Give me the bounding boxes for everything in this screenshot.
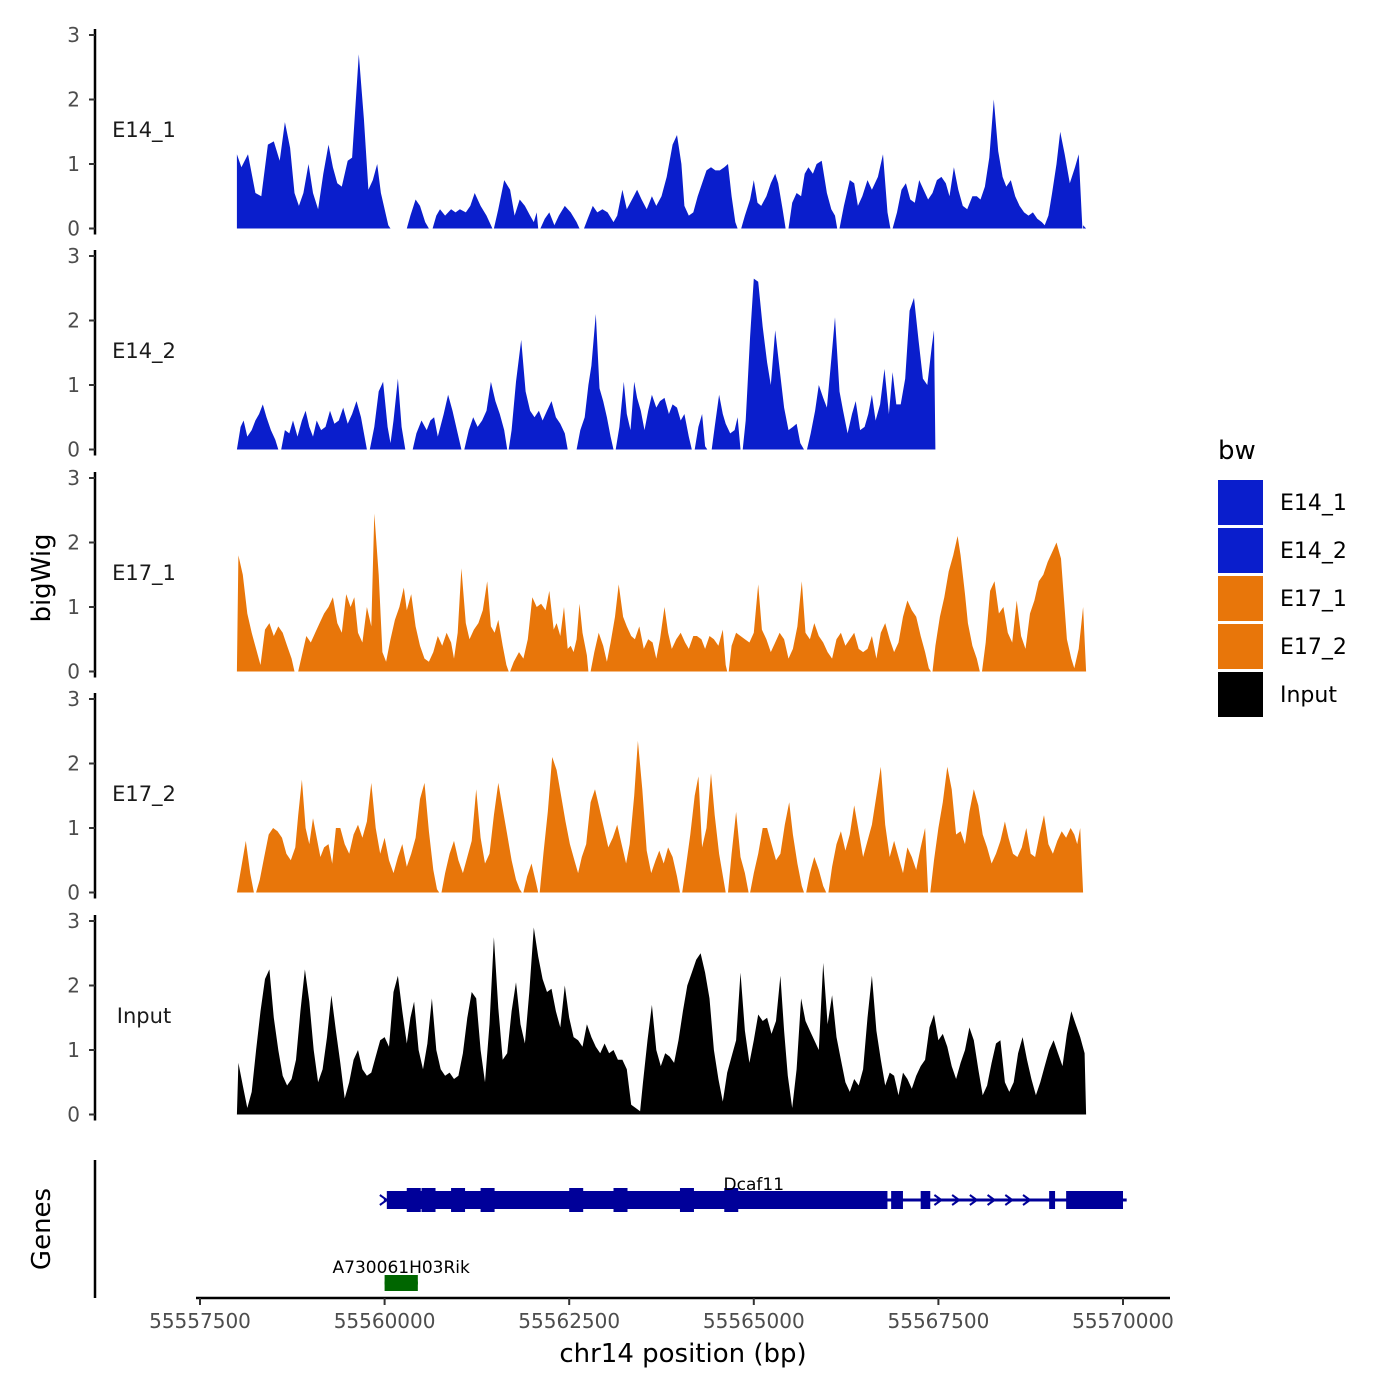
legend-item-E14_2: E14_2: [1218, 528, 1347, 573]
legend-swatch: [1218, 480, 1263, 525]
track-E14_1: 0 1 2 3 E14_1: [67, 23, 1087, 241]
y-tick-label: 1: [67, 1038, 80, 1062]
y-tick-label: 0: [67, 1103, 80, 1127]
y-tick-label: 3: [67, 909, 80, 933]
gene-exon: [920, 1191, 931, 1209]
gene-exon: [724, 1188, 739, 1212]
y-tick-label: 1: [67, 816, 80, 840]
y-tick-label: 0: [67, 660, 80, 684]
y-tick-label: 3: [67, 466, 80, 490]
track-label: E14_2: [112, 339, 176, 364]
gene-exon: [679, 1188, 694, 1212]
gene-A730061H03Rik: A730061H03Rik: [333, 1258, 470, 1291]
strand-arrow: [969, 1194, 979, 1206]
strand-arrow: [1004, 1194, 1015, 1206]
coverage-area-E17_1: [236, 513, 1087, 672]
track-E14_2: 0 1 2 3 E14_2: [67, 244, 936, 462]
gene-exon: [1049, 1191, 1056, 1209]
strand-arrow: [986, 1194, 997, 1206]
x-tick-label: 55557500: [149, 1309, 251, 1333]
legend: bw E14_1 E14_2 E17_1 E17_2 Input: [1218, 436, 1347, 717]
track-label: E14_1: [112, 118, 176, 143]
coverage-area-E14_2: [236, 278, 936, 450]
coverage-area-Input: [236, 927, 1087, 1115]
y-tick-label: 2: [67, 88, 80, 112]
coverage-area-E14_1: [236, 54, 1087, 229]
gene-label: Dcaf11: [724, 1175, 784, 1195]
gene-exon: [451, 1188, 466, 1212]
strand-arrow: [933, 1194, 944, 1206]
gene-exon: [384, 1275, 418, 1291]
coverage-area-E17_2: [236, 740, 1084, 893]
gene-exon: [891, 1191, 903, 1209]
legend-item-E17_2: E17_2: [1218, 624, 1347, 669]
y-tick-label: 0: [67, 881, 80, 905]
legend-item-E14_1: E14_1: [1218, 480, 1347, 525]
y-tick-label: 1: [67, 152, 80, 176]
legend-swatch: [1218, 576, 1263, 621]
legend-item-Input: Input: [1218, 672, 1337, 717]
y-tick-label: 3: [67, 687, 80, 711]
genes-panel: Genes Dcaf11 A730061H03Rik: [27, 1160, 1127, 1298]
gene-label: A730061H03Rik: [333, 1258, 470, 1278]
y-tick-label: 2: [67, 752, 80, 776]
x-tick-label: 55567500: [888, 1309, 990, 1333]
x-tick-label: 55570000: [1072, 1309, 1174, 1333]
legend-label: E17_1: [1280, 587, 1347, 612]
x-axis: 55557500 55560000 55562500 55565000 55567500…: [149, 1296, 1174, 1369]
track-label: E17_2: [112, 782, 176, 807]
legend-swatch: [1218, 624, 1263, 669]
gene-models: Dcaf11 A730061H03Rik: [333, 1175, 1127, 1291]
x-tick-label: 55560000: [334, 1309, 436, 1333]
strand-arrow: [1022, 1194, 1032, 1206]
y-tick-label: 2: [67, 309, 80, 333]
gene-exon: [613, 1188, 628, 1212]
y-tick-label: 3: [67, 244, 80, 268]
gene-exon: [569, 1188, 584, 1212]
y-tick-label: 3: [67, 23, 80, 47]
track-Input: 0 1 2 3 Input: [67, 909, 1087, 1127]
gene-exon: [386, 1191, 888, 1209]
y-tick-label: 0: [67, 217, 80, 241]
y-tick-label: 2: [67, 974, 80, 998]
x-ticks: 55557500 55560000 55562500 55565000 55567500…: [149, 1298, 1174, 1333]
gene-exon: [421, 1188, 436, 1212]
strand-arrow: [951, 1194, 961, 1206]
x-tick-label: 55562500: [518, 1309, 620, 1333]
track-E17_1: 0 1 2 3 E17_1: [67, 466, 1087, 684]
legend-swatch: [1218, 672, 1263, 717]
legend-items: E14_1 E14_2 E17_1 E17_2 Input: [1218, 480, 1347, 717]
legend-title: bw: [1218, 436, 1256, 466]
y-tick-label: 1: [67, 595, 80, 619]
track-E17_2: 0 1 2 3 E17_2: [67, 687, 1084, 905]
legend-item-E17_1: E17_1: [1218, 576, 1347, 621]
legend-label: Input: [1280, 683, 1337, 708]
track-label: E17_1: [112, 561, 176, 586]
y-axis-title: bigWig: [27, 533, 57, 622]
y-tick-label: 0: [67, 438, 80, 462]
gene-exon: [1066, 1191, 1123, 1209]
strand-arrow: [379, 1194, 389, 1206]
legend-label: E14_2: [1280, 539, 1347, 564]
x-axis-title: chr14 position (bp): [559, 1339, 806, 1369]
y-tick-label: 2: [67, 531, 80, 555]
genes-axis-title: Genes: [27, 1188, 57, 1270]
gene-exon: [480, 1188, 495, 1212]
bigwig-tracks: 0 1 2 3 E14_1 0 1 2 3 E14_2 0 1 2 3 E17_1 0 1 2 3 E17_2 0 1 2 3…: [67, 23, 1087, 1127]
legend-swatch: [1218, 528, 1263, 573]
y-tick-label: 1: [67, 373, 80, 397]
legend-label: E17_2: [1280, 635, 1347, 660]
track-label: Input: [117, 1004, 171, 1028]
gene-Dcaf11: Dcaf11: [379, 1175, 1127, 1212]
legend-label: E14_1: [1280, 491, 1347, 516]
x-tick-label: 55565000: [703, 1309, 805, 1333]
gene-exon: [406, 1188, 421, 1212]
